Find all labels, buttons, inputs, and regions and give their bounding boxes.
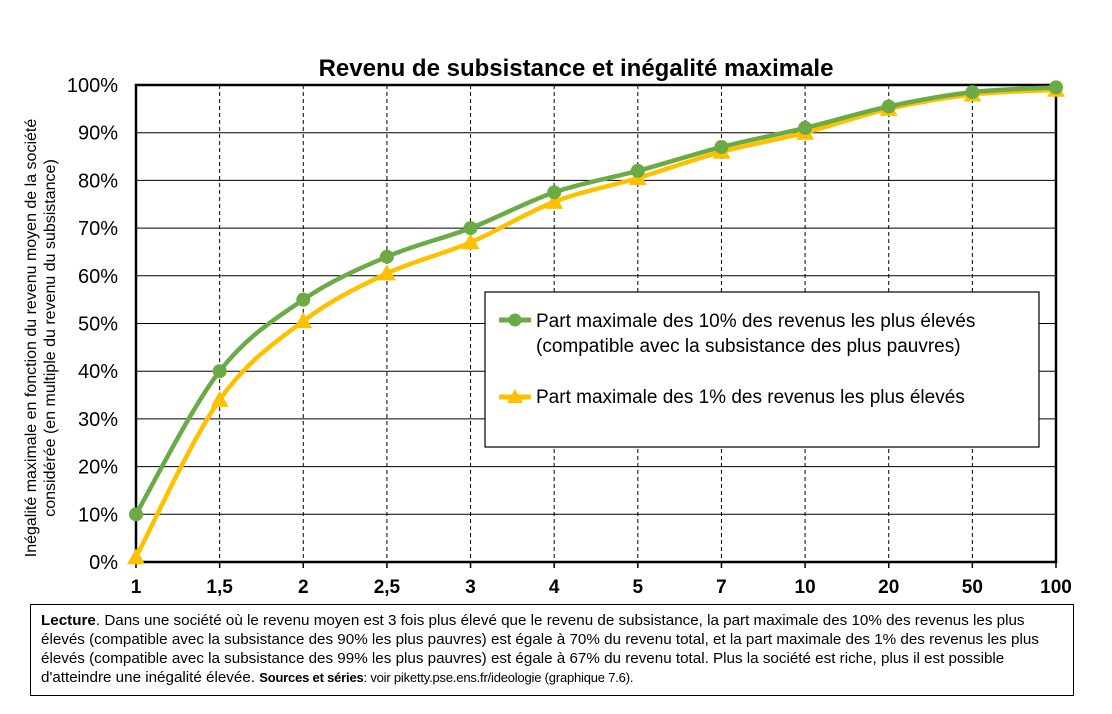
series-2-point	[294, 312, 313, 329]
y-tick-label: 20%	[78, 457, 118, 479]
x-axis-ticks: 1 1,5 2 2,5 3 4 5 7 10 20 50 100	[131, 562, 1072, 598]
series	[127, 80, 1065, 565]
series-1-point	[881, 99, 896, 114]
series-1-point	[296, 292, 311, 307]
series-1-point	[1049, 80, 1063, 95]
x-tick-label: 100	[1040, 577, 1072, 598]
legend-box	[484, 291, 1040, 448]
x-tick-label: 3	[465, 577, 476, 598]
legend-marker-series-2	[507, 389, 523, 403]
x-tick-label: 2	[298, 577, 309, 598]
y-tick-label: 100%	[67, 75, 118, 97]
x-tick-label: 7	[716, 577, 727, 598]
note-lecture-text: . Dans une société où le revenu moyen es…	[41, 612, 1039, 686]
series-2-point	[377, 264, 396, 281]
y-tick-label: 50%	[78, 314, 118, 336]
y-axis-ticks: 0% 10% 20% 30% 40% 50% 60% 70% 80% 90% 100%	[67, 75, 118, 574]
y-tick-label: 30%	[78, 409, 118, 431]
x-tick-label: 1	[131, 577, 142, 598]
series-1-point	[129, 507, 143, 522]
y-tick-label: 40%	[78, 361, 118, 383]
x-tick-label: 10	[795, 577, 816, 598]
legend-label-series-1: Part maximale des 10% des revenus les pl…	[536, 311, 975, 332]
legend-label-series-2: Part maximale des 1% des revenus les plu…	[536, 387, 965, 408]
series-1-point	[714, 140, 729, 155]
series-1-point	[965, 85, 980, 100]
y-axis-label: Inégalité maximale en fonction du revenu…	[23, 119, 59, 558]
x-tick-label: 4	[549, 577, 560, 598]
x-tick-label: 50	[962, 577, 983, 598]
y-tick-label: 0%	[89, 552, 118, 574]
series-1-point	[798, 120, 813, 135]
series-1	[129, 80, 1063, 522]
legend-marker-series-1	[508, 313, 522, 327]
x-tick-label: 2,5	[374, 577, 401, 598]
plot-frame	[134, 83, 1058, 564]
chart: Revenu de subsistance et inégalité maxim…	[23, 55, 1072, 598]
note-sources-text: : voir piketty.pse.ens.fr/ideologie (gra…	[363, 670, 634, 685]
y-tick-label: 10%	[78, 504, 118, 526]
series-2-point	[545, 192, 564, 209]
note-sources-label: Sources et séries	[259, 670, 364, 685]
y-tick-label: 80%	[78, 170, 118, 192]
y-tick-label: 90%	[78, 123, 118, 145]
series-2-point	[127, 548, 145, 565]
x-tick-label: 5	[633, 577, 644, 598]
reading-note: Lecture. Dans une société où le revenu m…	[30, 604, 1074, 696]
x-tick-label: 1,5	[206, 577, 233, 598]
series-1-point	[630, 163, 645, 178]
series-1-point	[547, 185, 562, 200]
series-1-point	[379, 249, 394, 264]
series-2-point	[210, 390, 229, 407]
y-tick-label: 70%	[78, 218, 118, 240]
series-1-point	[463, 221, 478, 236]
y-axis-label-line1: Inégalité maximale en fonction du revenu…	[23, 119, 40, 558]
series-2-point	[461, 233, 480, 250]
y-axis-label-line2: considérée (en multiple du revenu du sub…	[42, 159, 59, 517]
note-lecture-label: Lecture	[41, 612, 96, 629]
x-tick-label: 20	[878, 577, 899, 598]
y-tick-label: 60%	[78, 266, 118, 288]
chart-title: Revenu de subsistance et inégalité maxim…	[319, 55, 834, 82]
series-1-point	[212, 364, 227, 379]
legend: Part maximale des 10% des revenus les pl…	[484, 291, 1040, 448]
legend-label-series-1-line2: (compatible avec la subsistance des plus…	[536, 336, 961, 357]
